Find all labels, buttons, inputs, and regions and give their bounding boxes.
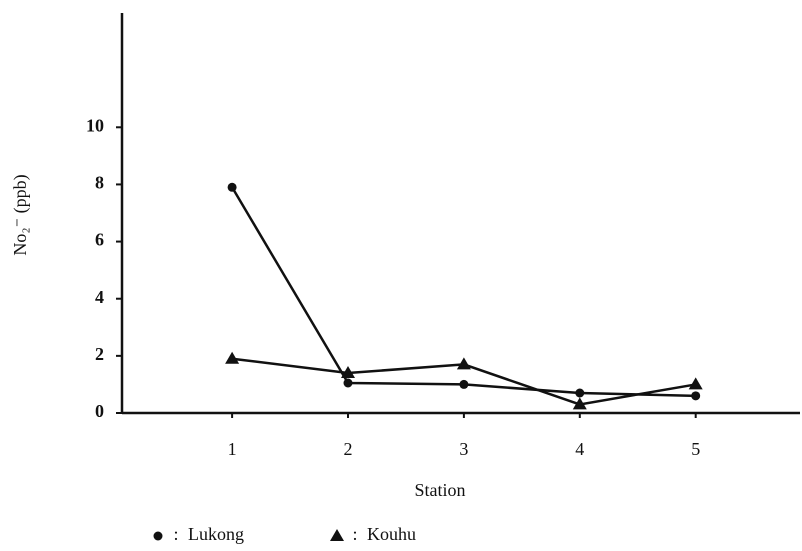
x-tick-label: 2 [344, 439, 353, 459]
circle-marker [691, 391, 701, 401]
triangle-marker [572, 397, 587, 410]
triangle-marker [456, 357, 471, 370]
circle-marker [227, 182, 237, 192]
legend-separator: : [173, 524, 178, 544]
y-tick-label: 2 [95, 344, 104, 364]
legend-symbol [153, 531, 163, 541]
y-tick-label: 10 [86, 115, 104, 135]
legend-symbol [330, 529, 344, 541]
circle-marker [343, 378, 353, 388]
y-axis-label: No₂⁻ (ppb) [10, 174, 31, 255]
circle-marker [459, 379, 469, 389]
legend-label: Kouhu [367, 524, 416, 544]
circle-marker [575, 388, 585, 398]
triangle-marker [688, 377, 703, 390]
x-tick-label: 3 [459, 439, 468, 459]
triangle-marker [225, 351, 240, 364]
legend-label: Lukong [188, 524, 244, 544]
y-tick-label: 6 [95, 230, 104, 250]
x-axis-label: Station [414, 480, 465, 500]
triangle-marker [341, 366, 355, 378]
legend-separator: : [352, 524, 357, 544]
y-tick-label: 0 [95, 401, 104, 421]
x-tick-label: 4 [575, 439, 584, 459]
y-tick-label: 8 [95, 173, 104, 193]
y-tick-label: 4 [95, 287, 104, 307]
x-tick-label: 5 [691, 439, 700, 459]
x-tick-label: 1 [228, 439, 237, 459]
